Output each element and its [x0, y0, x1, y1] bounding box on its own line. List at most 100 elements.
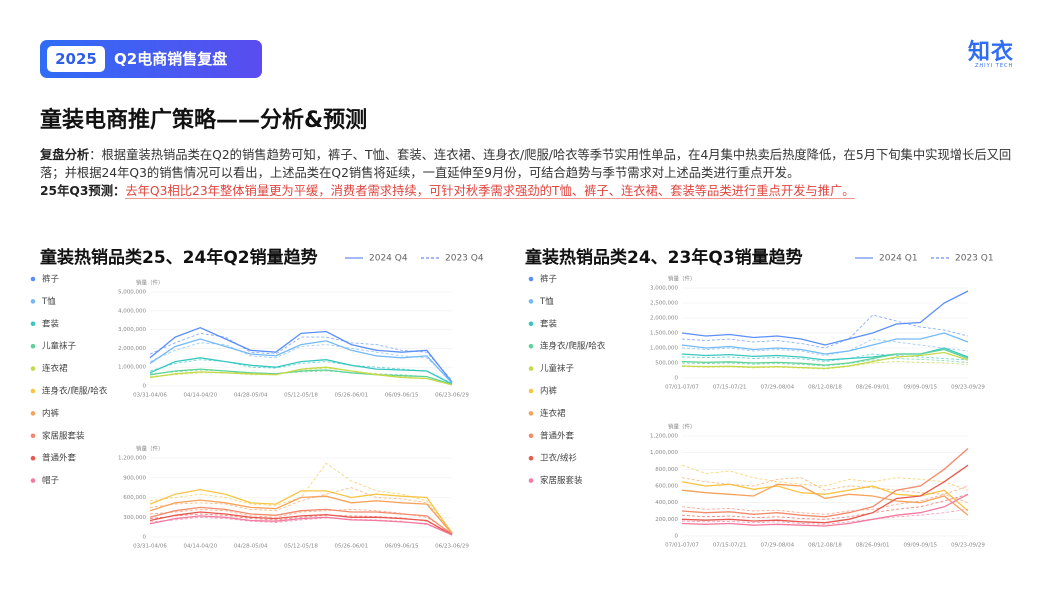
line-prev — [149, 516, 453, 535]
legend-dot — [528, 366, 534, 371]
x-tick-label: 06/09-06/15 — [385, 393, 419, 399]
line-prev — [681, 358, 969, 367]
y-tick-label: 0 — [675, 534, 679, 540]
legend-label: 裤子 — [540, 274, 558, 285]
y-tick-label: 400,000 — [655, 500, 678, 506]
legend-dot — [528, 321, 534, 327]
line-current — [681, 493, 969, 527]
y-tick-label: 600,000 — [123, 495, 146, 501]
x-tick-label: 09/23-09/29 — [951, 385, 985, 391]
y-tick-label: 800,000 — [655, 467, 678, 473]
legend-label: 家居服套装 — [540, 475, 583, 486]
line-prev — [149, 332, 453, 381]
slide-title: 童装电商推广策略——分析&预测 — [40, 108, 368, 133]
line-current — [149, 488, 453, 534]
legend-dot — [528, 388, 534, 394]
legend-dot — [30, 299, 36, 304]
x-tick-label: 03/31-04/06 — [133, 544, 167, 550]
line-prev — [149, 508, 453, 534]
x-tick-label: 07/01-07/07 — [665, 543, 699, 549]
x-tick-label: 05/12-05/18 — [284, 544, 318, 550]
line-prev — [149, 487, 453, 533]
forecast-text: 去年Q3相比23年整体销量更为平缓，消费者需求持续，可针对秋季需求强劲的T恤、裤… — [125, 184, 855, 199]
line-prev — [149, 367, 453, 385]
legend-dot — [30, 343, 36, 349]
line-current — [149, 511, 453, 536]
line-current — [681, 464, 969, 524]
line-current — [149, 515, 453, 536]
legend-dot — [528, 478, 534, 483]
legend-label: 套装 — [540, 318, 558, 329]
legend-label: 普通外套 — [42, 453, 77, 464]
line-prev — [149, 369, 453, 385]
legend-year: 2024 Q1 — [879, 254, 918, 264]
line-current — [149, 326, 453, 383]
legend-dot — [528, 343, 534, 349]
line-prev — [681, 485, 969, 515]
y-tick-label: 0 — [143, 384, 147, 390]
y-tick-label: 1,500,000 — [650, 331, 678, 337]
legend-label: 裤子 — [42, 274, 60, 285]
line-current — [681, 483, 969, 516]
legend-year: 2024 Q4 — [369, 254, 408, 264]
line-prev — [681, 493, 969, 520]
legend-label: 连衣裙 — [42, 363, 68, 374]
x-tick-label: 05/26-06/01 — [334, 544, 368, 550]
panel-title: 童装热销品类24、23年Q3销量趋势 — [525, 247, 803, 268]
x-tick-label: 08/26-09/01 — [856, 543, 890, 549]
line-prev — [149, 359, 453, 384]
y-tick-label: 5,000,000 — [118, 290, 146, 296]
x-tick-label: 08/26-09/01 — [856, 385, 890, 391]
y-tick-label: 1,000,000 — [650, 346, 678, 352]
x-tick-label: 07/01-07/07 — [665, 385, 699, 391]
line-prev — [681, 477, 969, 504]
line-current — [149, 357, 453, 385]
legend-dot — [30, 411, 36, 416]
legend-dot — [30, 478, 36, 483]
legend-label: 儿童袜子 — [42, 341, 77, 352]
x-tick-label: 06/23-06/29 — [435, 393, 469, 399]
y-axis-label: 销量（件） — [136, 279, 164, 287]
legend-label: 内裤 — [540, 386, 558, 397]
x-tick-label: 04/14-04/20 — [183, 393, 217, 399]
legend-year: 2023 Q4 — [445, 254, 484, 264]
x-tick-label: 07/15-07/21 — [713, 543, 747, 549]
y-tick-label: 0 — [143, 535, 147, 541]
line-current — [681, 448, 969, 518]
legend-label: 连身衣/爬服/哈衣 — [42, 386, 108, 397]
x-tick-label: 08/12-08/18 — [808, 543, 842, 549]
legend-label: 普通外套 — [540, 430, 575, 441]
analysis-text: ：根据童装热销品类在Q2的销售趋势可知，裤子、T恤、套装、连衣裙、连身衣/爬服/… — [40, 148, 1012, 180]
y-tick-label: 300,000 — [123, 515, 146, 521]
line-current — [681, 348, 969, 366]
forecast: 25年Q3预测：去年Q3相比23年整体销量更为平缓，消费者需求持续，可针对秋季需… — [40, 182, 1015, 200]
summary: 复盘分析：根据童装热销品类在Q2的销售趋势可知，裤子、T恤、套装、连衣裙、连身衣… — [40, 146, 1015, 200]
y-tick-label: 1,000,000 — [118, 365, 146, 371]
x-tick-label: 08/12-08/18 — [808, 385, 842, 391]
legend-dot — [30, 321, 36, 327]
y-tick-label: 2,500,000 — [650, 301, 678, 307]
x-tick-label: 04/14-04/20 — [183, 544, 217, 550]
legend-label: 卫衣/绒衫 — [540, 453, 577, 464]
legend-dot — [528, 455, 534, 461]
line-prev — [681, 508, 969, 525]
line-prev — [681, 314, 969, 349]
x-tick-label: 07/29-08/04 — [760, 385, 794, 391]
line-current — [149, 368, 453, 386]
y-tick-label: 4,000,000 — [118, 308, 146, 314]
legend-label: 家居服套装 — [42, 430, 85, 441]
line-prev — [681, 464, 969, 491]
legend-dot — [528, 276, 534, 282]
line-current — [681, 332, 969, 355]
badge-title: Q2电商销售复盘 — [114, 50, 228, 68]
y-tick-label: 2,000,000 — [650, 316, 678, 322]
logo: 知衣 — [968, 40, 1015, 65]
legend-dot — [30, 433, 36, 439]
legend-dot — [528, 299, 534, 304]
x-tick-label: 04/28-05/04 — [234, 544, 268, 550]
x-tick-label: 09/23-09/29 — [951, 543, 985, 549]
y-tick-label: 1,200,000 — [650, 434, 678, 440]
legend-label: 连身衣/爬服/哈衣 — [540, 341, 606, 352]
y-tick-label: 900,000 — [123, 475, 146, 481]
x-tick-label: 09/09-09/15 — [903, 543, 937, 549]
